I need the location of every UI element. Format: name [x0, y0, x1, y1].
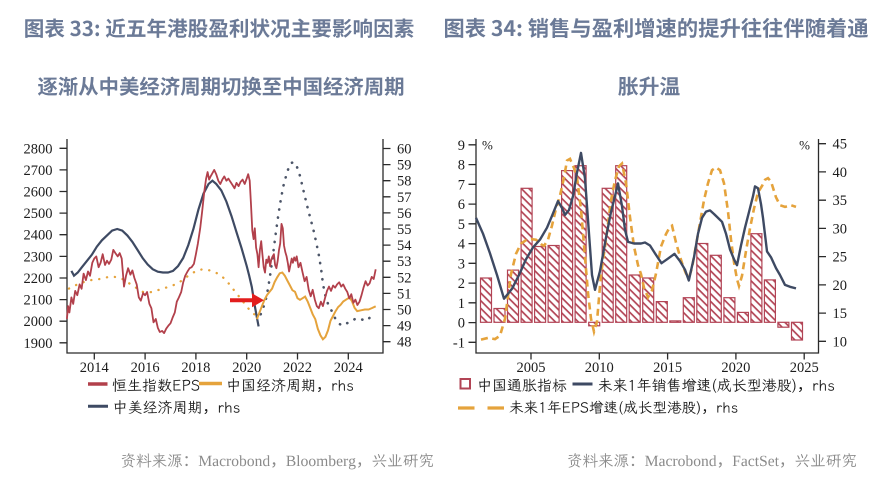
svg-text:2: 2 — [458, 276, 465, 292]
svg-text:57: 57 — [397, 190, 412, 206]
svg-text:15: 15 — [833, 306, 848, 322]
svg-text:40: 40 — [833, 165, 848, 181]
svg-text:2010: 2010 — [585, 360, 614, 376]
svg-text:2100: 2100 — [24, 293, 53, 309]
svg-text:2300: 2300 — [24, 249, 53, 265]
svg-text:2005: 2005 — [517, 360, 546, 376]
svg-text:54: 54 — [397, 238, 412, 254]
svg-text:2500: 2500 — [24, 206, 53, 222]
svg-text:2024: 2024 — [334, 360, 364, 376]
svg-text:49: 49 — [397, 319, 412, 335]
svg-text:0: 0 — [458, 316, 465, 332]
svg-text:2700: 2700 — [24, 163, 53, 179]
svg-text:2015: 2015 — [653, 360, 682, 376]
svg-text:30: 30 — [833, 221, 848, 237]
svg-text:20: 20 — [833, 278, 848, 294]
svg-text:2018: 2018 — [181, 360, 210, 376]
svg-text:9: 9 — [458, 138, 465, 154]
svg-text:2600: 2600 — [24, 185, 53, 201]
svg-text:8: 8 — [458, 158, 465, 174]
svg-text:55: 55 — [397, 222, 412, 238]
svg-text:2000: 2000 — [24, 314, 53, 330]
svg-text:25: 25 — [833, 250, 848, 266]
svg-text:10: 10 — [833, 334, 848, 350]
svg-text:2020: 2020 — [721, 360, 750, 376]
svg-text:2022: 2022 — [283, 360, 312, 376]
svg-text:2016: 2016 — [131, 360, 160, 376]
svg-text:4: 4 — [458, 237, 466, 253]
svg-text:-1: -1 — [453, 335, 465, 351]
svg-text:%: % — [482, 138, 493, 153]
svg-text:2200: 2200 — [24, 271, 53, 287]
svg-text:2025: 2025 — [790, 360, 819, 376]
svg-text:1: 1 — [458, 296, 465, 312]
svg-text:2020: 2020 — [232, 360, 261, 376]
svg-text:2800: 2800 — [24, 141, 53, 157]
svg-text:2400: 2400 — [24, 228, 53, 244]
svg-text:59: 59 — [397, 158, 412, 174]
svg-text:51: 51 — [397, 286, 412, 302]
svg-text:56: 56 — [397, 206, 412, 222]
svg-text:58: 58 — [397, 174, 412, 190]
svg-text:6: 6 — [458, 197, 465, 213]
svg-text:1900: 1900 — [24, 336, 53, 352]
svg-text:2014: 2014 — [80, 360, 110, 376]
svg-text:52: 52 — [397, 270, 412, 286]
svg-text:5: 5 — [458, 217, 465, 233]
svg-text:60: 60 — [397, 142, 412, 158]
svg-text:45: 45 — [833, 137, 848, 153]
svg-text:%: % — [799, 138, 810, 153]
svg-text:35: 35 — [833, 193, 848, 209]
svg-text:53: 53 — [397, 254, 412, 270]
svg-text:3: 3 — [458, 256, 465, 272]
svg-text:50: 50 — [397, 303, 412, 319]
svg-text:48: 48 — [397, 335, 412, 351]
svg-text:7: 7 — [458, 177, 465, 193]
